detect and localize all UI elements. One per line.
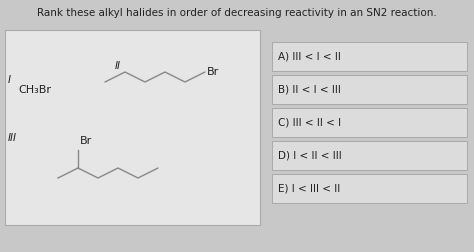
FancyBboxPatch shape [272, 42, 467, 71]
Text: II: II [115, 61, 121, 71]
Text: B) II < I < III: B) II < I < III [278, 84, 341, 94]
FancyBboxPatch shape [272, 141, 467, 170]
Text: C) III < II < I: C) III < II < I [278, 117, 341, 128]
Text: E) I < III < II: E) I < III < II [278, 183, 340, 194]
FancyBboxPatch shape [5, 30, 260, 225]
FancyBboxPatch shape [272, 174, 467, 203]
Text: III: III [8, 133, 17, 143]
FancyBboxPatch shape [272, 108, 467, 137]
Text: D) I < II < III: D) I < II < III [278, 150, 342, 161]
Text: CH₃Br: CH₃Br [18, 85, 51, 95]
Text: A) III < I < II: A) III < I < II [278, 51, 341, 61]
Text: Br: Br [80, 136, 92, 146]
FancyBboxPatch shape [272, 75, 467, 104]
Text: I: I [8, 75, 11, 85]
Text: Rank these alkyl halides in order of decreasing reactivity in an SN2 reaction.: Rank these alkyl halides in order of dec… [37, 8, 437, 18]
Text: Br: Br [207, 67, 219, 77]
